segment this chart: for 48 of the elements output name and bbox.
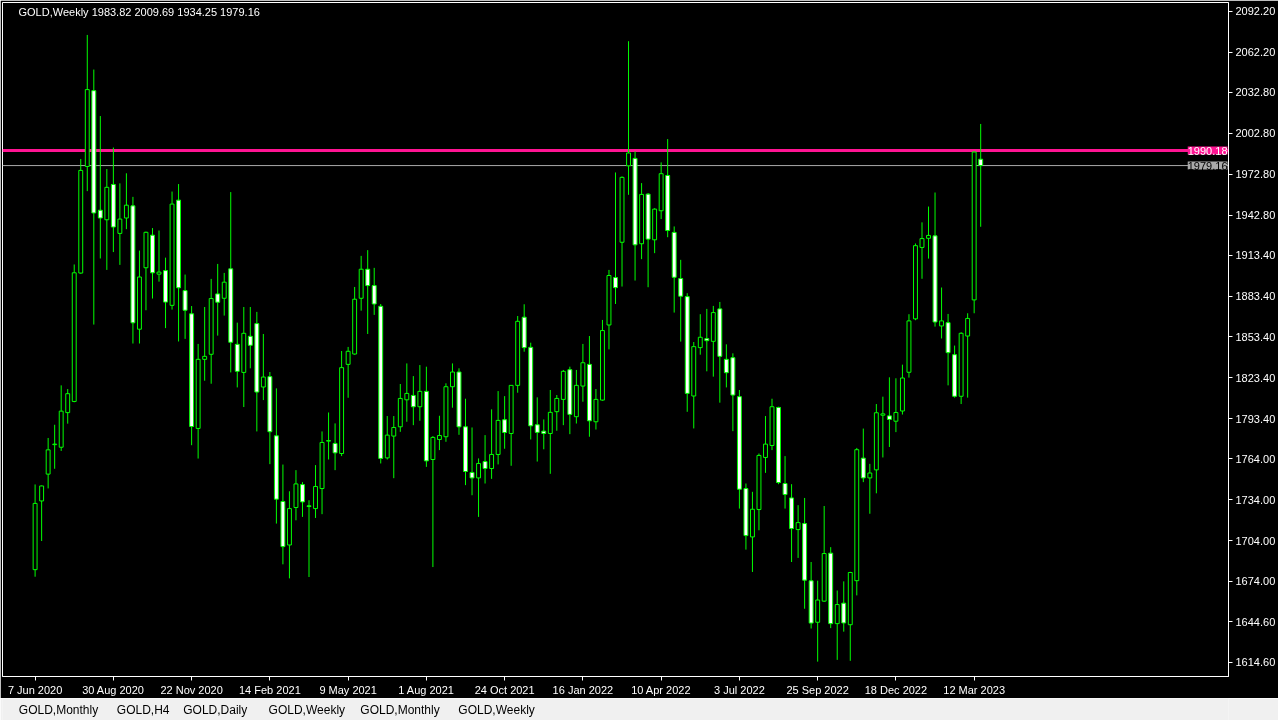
x-tick-label: 3 Jul 2022 — [714, 683, 765, 696]
candlestick — [678, 259, 684, 343]
candlestick — [39, 485, 45, 542]
x-tick-label: 24 Oct 2021 — [474, 683, 535, 696]
x-tick-label: 22 Nov 2020 — [160, 683, 223, 696]
y-tick-label: 1883.40 — [1235, 290, 1276, 303]
x-tick-label: 1 Aug 2021 — [398, 683, 454, 696]
y-tick-label: 1793.40 — [1235, 412, 1276, 425]
candlestick — [547, 389, 553, 475]
candlestick — [182, 274, 188, 340]
ref-line-label: 1979.16 — [1187, 159, 1228, 172]
x-tick-label: 18 Dec 2022 — [864, 683, 928, 696]
x-tick-label: 9 May 2021 — [319, 683, 377, 696]
y-tick-label: 1644.60 — [1235, 615, 1276, 628]
x-tick-label: 10 Apr 2022 — [631, 683, 691, 696]
candlestick — [52, 424, 58, 470]
x-tick-label: 30 Aug 2020 — [82, 683, 144, 696]
x-tick-label: 7 Jun 2020 — [7, 683, 63, 696]
y-tick-label: 1853.40 — [1235, 330, 1276, 343]
x-tick-label: 16 Jan 2022 — [552, 683, 614, 696]
text: GOLD,Weekly — [458, 702, 535, 717]
y-tick-label: 2062.20 — [1235, 46, 1276, 59]
y-tick-label: 1823.40 — [1235, 371, 1276, 384]
y-tick-label: 1734.00 — [1235, 493, 1276, 506]
y-tick-label: 1614.60 — [1235, 656, 1276, 669]
y-tick-label: 1913.40 — [1235, 249, 1276, 262]
candlestick — [371, 267, 377, 316]
text: GOLD,Monthly — [18, 702, 99, 717]
ref-line-label: 1990.18 — [1187, 144, 1228, 157]
x-tick-label: 12 Mar 2023 — [943, 683, 1006, 696]
y-tick-label: 2002.80 — [1235, 127, 1276, 140]
text: GOLD,Daily — [183, 702, 248, 717]
text: GOLD,Monthly — [360, 702, 440, 717]
x-tick-label: 25 Sep 2022 — [786, 683, 849, 696]
y-tick-label: 2092.20 — [1235, 5, 1276, 18]
y-tick-label: 1704.00 — [1235, 534, 1276, 547]
y-tick-label: 2032.80 — [1235, 86, 1276, 99]
candlestick — [326, 411, 332, 461]
candlestick — [554, 394, 560, 432]
chart-title: GOLD,Weekly 1983.82 2009.69 1934.25 1979.16 — [18, 5, 260, 18]
candlestick — [782, 455, 788, 510]
y-tick-label: 1674.00 — [1235, 575, 1276, 588]
y-tick-label: 1972.80 — [1235, 168, 1276, 181]
y-tick-label: 1942.80 — [1235, 209, 1276, 222]
x-tick-label: 14 Feb 2021 — [238, 683, 301, 696]
text: GOLD,H4 — [116, 702, 170, 717]
y-tick-label: 1764.00 — [1235, 452, 1276, 465]
text: GOLD,Weekly — [268, 702, 346, 717]
